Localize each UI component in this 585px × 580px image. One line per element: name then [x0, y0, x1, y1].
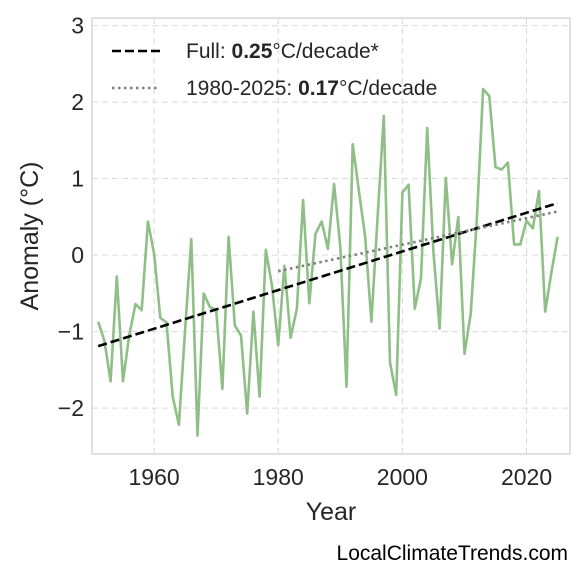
y-axis-title: Anomaly (°C) [16, 162, 44, 311]
x-tick-label: 2000 [377, 464, 428, 490]
x-tick-label: 1980 [253, 464, 304, 490]
credit-text: LocalClimateTrends.com [337, 542, 568, 565]
legend-label-full-trend: Full: 0.25°C/decade* [186, 40, 379, 63]
x-tick-label: 1960 [128, 464, 179, 490]
legend-label-recent-trend: 1980-2025: 0.17°C/decade [186, 77, 437, 100]
x-axis-ticks: 1960 1980 2000 2020 [128, 464, 552, 490]
y-tick-label: 3 [71, 13, 84, 39]
x-axis-title: Year [306, 498, 357, 526]
series-layer [96, 87, 559, 437]
y-tick-label: −2 [58, 395, 84, 421]
y-tick-label: 2 [71, 89, 84, 115]
trend-line-full [97, 201, 558, 348]
trend-layer [97, 201, 558, 348]
y-tick-label: 0 [71, 242, 84, 268]
legend: Full: 0.25°C/decade* 1980-2025: 0.17°C/d… [112, 40, 437, 100]
anomaly-series-line [96, 87, 559, 437]
x-tick-label: 2020 [501, 464, 552, 490]
y-tick-label: −1 [58, 319, 84, 345]
y-tick-label: 1 [71, 166, 84, 192]
grid [92, 18, 570, 454]
y-axis-ticks: −2 −1 0 1 2 3 [58, 13, 84, 421]
